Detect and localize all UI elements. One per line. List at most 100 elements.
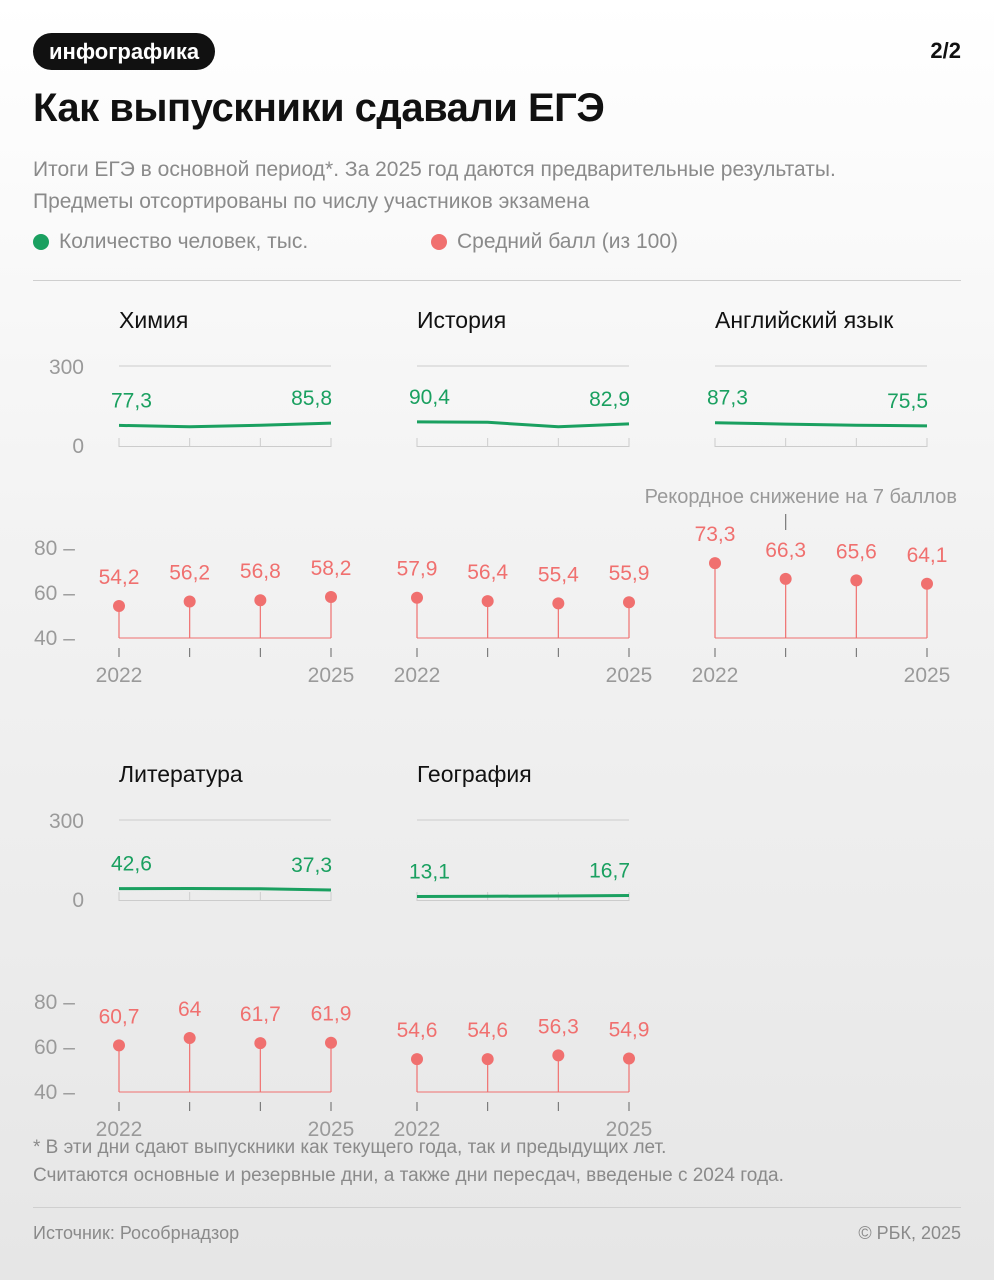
chart-1-score-point bbox=[113, 600, 125, 613]
chart-5-score-point bbox=[552, 1049, 565, 1062]
legend-item-count: Количество человек, тыс. bbox=[33, 230, 308, 254]
chart-3-score-point bbox=[779, 572, 792, 585]
chart-4-score-tick-label: 60 – bbox=[34, 1036, 75, 1059]
chart-4-score-point bbox=[113, 1039, 125, 1052]
subtitle-line-1: Итоги ЕГЭ в основной период*. За 2025 го… bbox=[33, 158, 836, 181]
footnote-line-2: Считаются основные и резервные дни, а та… bbox=[33, 1165, 784, 1186]
chart-1-score-point bbox=[254, 594, 267, 607]
chart-5-x-tick-label: 2025 bbox=[606, 1118, 653, 1141]
chart-3-annotation: Рекордное снижение на 7 баллов bbox=[645, 486, 957, 508]
legend-item-score: Средний балл (из 100) bbox=[431, 230, 678, 254]
chart-1-score-tick-label: 80 – bbox=[34, 537, 75, 560]
copyright: © РБК, 2025 bbox=[858, 1223, 961, 1243]
chart-3-score-point bbox=[921, 577, 933, 590]
chart-4-score-point bbox=[254, 1037, 267, 1050]
page-title: Как выпускники сдавали ЕГЭ bbox=[33, 86, 605, 130]
chart-3-count-line bbox=[714, 421, 928, 428]
chart-5-score-point bbox=[411, 1053, 423, 1066]
chart-2-score-point bbox=[481, 595, 494, 608]
chart-4-count-label: 37,3 bbox=[291, 854, 332, 877]
chart-5-score-point bbox=[481, 1053, 494, 1066]
chart-4-title: Литература bbox=[119, 761, 243, 787]
chart-2-score-point bbox=[623, 596, 635, 609]
chart-1-title: Химия bbox=[119, 307, 188, 333]
chart-5-title: География bbox=[417, 761, 532, 787]
chart-1-score-label: 58,2 bbox=[311, 557, 352, 580]
legend-dot-green-icon bbox=[33, 234, 49, 250]
chart-4-score-label: 64 bbox=[178, 998, 202, 1021]
chart-5-score-label: 56,3 bbox=[538, 1015, 579, 1038]
subtitle: Итоги ЕГЭ в основной период*. За 2025 го… bbox=[33, 154, 836, 218]
chart-4-score-point bbox=[183, 1032, 196, 1044]
chart-3-score-point bbox=[709, 557, 721, 570]
chart-2-score-label: 55,4 bbox=[538, 563, 579, 586]
chart-1-count-label: 85,8 bbox=[291, 387, 332, 410]
page-indicator: 2/2 bbox=[930, 38, 961, 63]
chart-4-count-label: 42,6 bbox=[111, 853, 152, 876]
chart-5-x-tick-label: 2022 bbox=[394, 1118, 441, 1141]
chart-1-count-tick-label: 0 bbox=[72, 435, 84, 458]
chart-4-score-tick-label: 40 – bbox=[34, 1081, 75, 1104]
chart-1-score-label: 56,2 bbox=[169, 562, 210, 585]
chart-5-count-label: 16,7 bbox=[589, 860, 630, 883]
chart-1-count-line bbox=[118, 421, 332, 429]
chart-1-score-point bbox=[325, 591, 337, 604]
chart-2-count-label: 90,4 bbox=[409, 386, 450, 409]
chart-2-x-tick-label: 2025 bbox=[606, 664, 653, 687]
chart-2-score-point bbox=[552, 597, 565, 610]
header-divider bbox=[33, 280, 961, 281]
chart-5-score-label: 54,6 bbox=[397, 1019, 438, 1042]
chart-2-score-label: 55,9 bbox=[609, 562, 650, 585]
chart-4-score-label: 61,9 bbox=[311, 1003, 352, 1026]
chart-5-count-label: 13,1 bbox=[409, 861, 450, 884]
chart-4-score-point bbox=[325, 1036, 337, 1049]
chart-3-x-tick-label: 2022 bbox=[692, 664, 739, 687]
legend-dot-red-icon bbox=[431, 234, 447, 250]
chart-4-x-tick-label: 2022 bbox=[96, 1118, 143, 1141]
chart-2-count-label: 82,9 bbox=[589, 388, 630, 411]
chart-2-score-point bbox=[411, 591, 423, 604]
source: Источник: Рособрнадзор bbox=[33, 1223, 240, 1243]
chart-1-score-label: 54,2 bbox=[99, 566, 140, 589]
chart-2-x-tick-label: 2022 bbox=[394, 664, 441, 687]
footnote-line-1: * В эти дни сдают выпускники как текущег… bbox=[33, 1137, 667, 1158]
chart-3-score-point bbox=[850, 574, 863, 587]
chart-2-score-label: 57,9 bbox=[397, 558, 438, 581]
chart-1-score-point bbox=[183, 595, 196, 608]
chart-2-count-line bbox=[416, 420, 630, 429]
chart-5-score-label: 54,9 bbox=[609, 1018, 650, 1041]
footnote: * В эти дни сдают выпускники как текущег… bbox=[33, 1134, 784, 1190]
chart-4-score-label: 60,7 bbox=[99, 1005, 140, 1028]
chart-3-count-label: 75,5 bbox=[887, 390, 928, 413]
chart-4-score-tick-label: 80 – bbox=[34, 991, 75, 1014]
chart-4-count-tick-label: 300 bbox=[49, 810, 84, 833]
category-badge: инфографика bbox=[33, 33, 216, 70]
chart-2-score-label: 56,4 bbox=[467, 561, 508, 584]
chart-4-count-tick-label: 0 bbox=[72, 889, 84, 912]
chart-5-score-point bbox=[623, 1052, 635, 1065]
chart-3-score-label: 73,3 bbox=[695, 523, 736, 546]
legend-label-score: Средний балл (из 100) bbox=[457, 230, 678, 253]
chart-1-x-tick-label: 2025 bbox=[308, 664, 355, 687]
chart-1-count-tick-label: 300 bbox=[49, 356, 84, 379]
chart-4-score-label: 61,7 bbox=[240, 1003, 281, 1026]
chart-3-count-label: 87,3 bbox=[707, 387, 748, 410]
chart-1-score-tick-label: 40 – bbox=[34, 627, 75, 650]
chart-2-title: История bbox=[417, 307, 506, 333]
chart-1-score-label: 56,8 bbox=[240, 560, 281, 583]
chart-3-score-label: 64,1 bbox=[907, 544, 948, 567]
legend-label-count: Количество человек, тыс. bbox=[59, 230, 309, 253]
chart-3-x-tick-label: 2025 bbox=[904, 664, 951, 687]
chart-3-score-label: 66,3 bbox=[765, 539, 806, 562]
chart-3-title: Английский язык bbox=[715, 307, 894, 333]
chart-1-score-tick-label: 60 – bbox=[34, 582, 75, 605]
chart-4-count-line bbox=[118, 887, 332, 892]
subtitle-line-2: Предметы отсортированы по числу участник… bbox=[33, 190, 590, 213]
chart-4-x-tick-label: 2025 bbox=[308, 1118, 355, 1141]
chart-3-score-label: 65,6 bbox=[836, 540, 877, 563]
chart-5-count-line bbox=[416, 894, 630, 899]
chart-1-count-label: 77,3 bbox=[111, 389, 152, 412]
chart-5-score-label: 54,6 bbox=[467, 1019, 508, 1042]
footer-divider bbox=[33, 1207, 961, 1208]
